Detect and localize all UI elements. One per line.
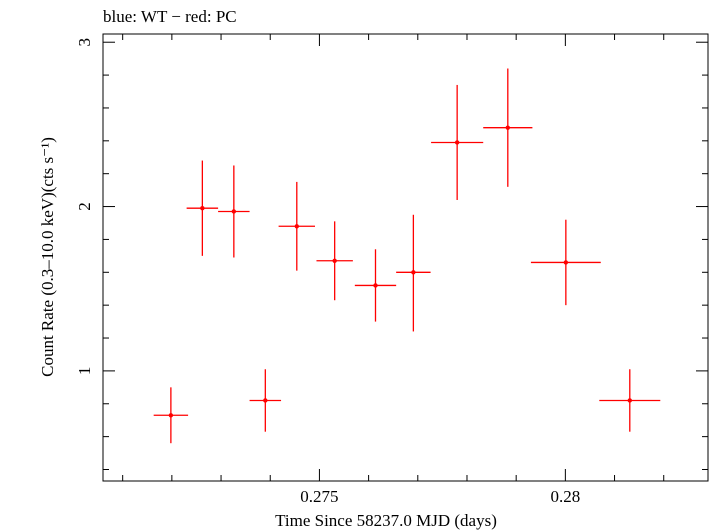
x-tick-label: 0.28 xyxy=(550,487,580,506)
data-point xyxy=(186,160,219,256)
data-points xyxy=(153,68,661,444)
point-marker xyxy=(373,283,378,288)
x-tick-label: 0.275 xyxy=(300,487,338,506)
y-tick-label: 2 xyxy=(75,202,94,211)
data-point xyxy=(278,181,315,271)
plot-frame xyxy=(102,33,709,482)
data-point xyxy=(431,84,484,200)
y-axis-ticks: 1 2 3 xyxy=(75,38,708,375)
data-point xyxy=(483,68,533,187)
y-minor-ticks xyxy=(103,74,708,470)
point-marker xyxy=(231,209,237,214)
data-point xyxy=(354,249,397,322)
x-axis-ticks: 0.275 0.28 xyxy=(300,34,580,506)
data-point xyxy=(218,165,250,258)
chart-title: blue: WT − red: PC xyxy=(103,7,237,26)
y-tick-label: 3 xyxy=(75,38,94,47)
data-point xyxy=(396,214,431,332)
point-marker xyxy=(332,258,337,263)
point-marker xyxy=(627,398,632,403)
y-tick-label: 1 xyxy=(75,367,94,376)
y-axis-label: Count Rate (0.3–10.0 keV)(cts s⁻¹) xyxy=(38,137,57,377)
data-point xyxy=(599,369,661,432)
point-marker xyxy=(263,398,268,403)
point-marker xyxy=(563,260,569,265)
point-marker xyxy=(200,205,205,211)
x-axis-label: Time Since 58237.0 MJD (days) xyxy=(275,511,497,530)
x-minor-ticks xyxy=(122,34,665,481)
point-marker xyxy=(168,413,174,418)
data-point xyxy=(153,387,189,444)
data-point xyxy=(316,221,353,301)
data-point xyxy=(249,369,282,432)
point-marker xyxy=(411,270,416,275)
point-marker xyxy=(454,140,460,145)
data-point xyxy=(530,219,601,306)
point-marker xyxy=(505,125,511,130)
point-marker xyxy=(294,224,299,229)
